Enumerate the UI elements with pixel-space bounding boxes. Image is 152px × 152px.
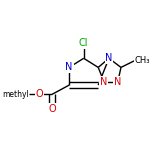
Text: N: N [114, 77, 121, 87]
Text: N: N [105, 53, 113, 63]
Text: N: N [100, 77, 108, 87]
Text: N: N [66, 62, 73, 72]
Text: methyl: methyl [2, 90, 29, 99]
Text: CH₃: CH₃ [134, 56, 150, 65]
Text: O: O [36, 89, 43, 99]
Text: Cl: Cl [79, 38, 88, 48]
Text: O: O [48, 104, 56, 114]
